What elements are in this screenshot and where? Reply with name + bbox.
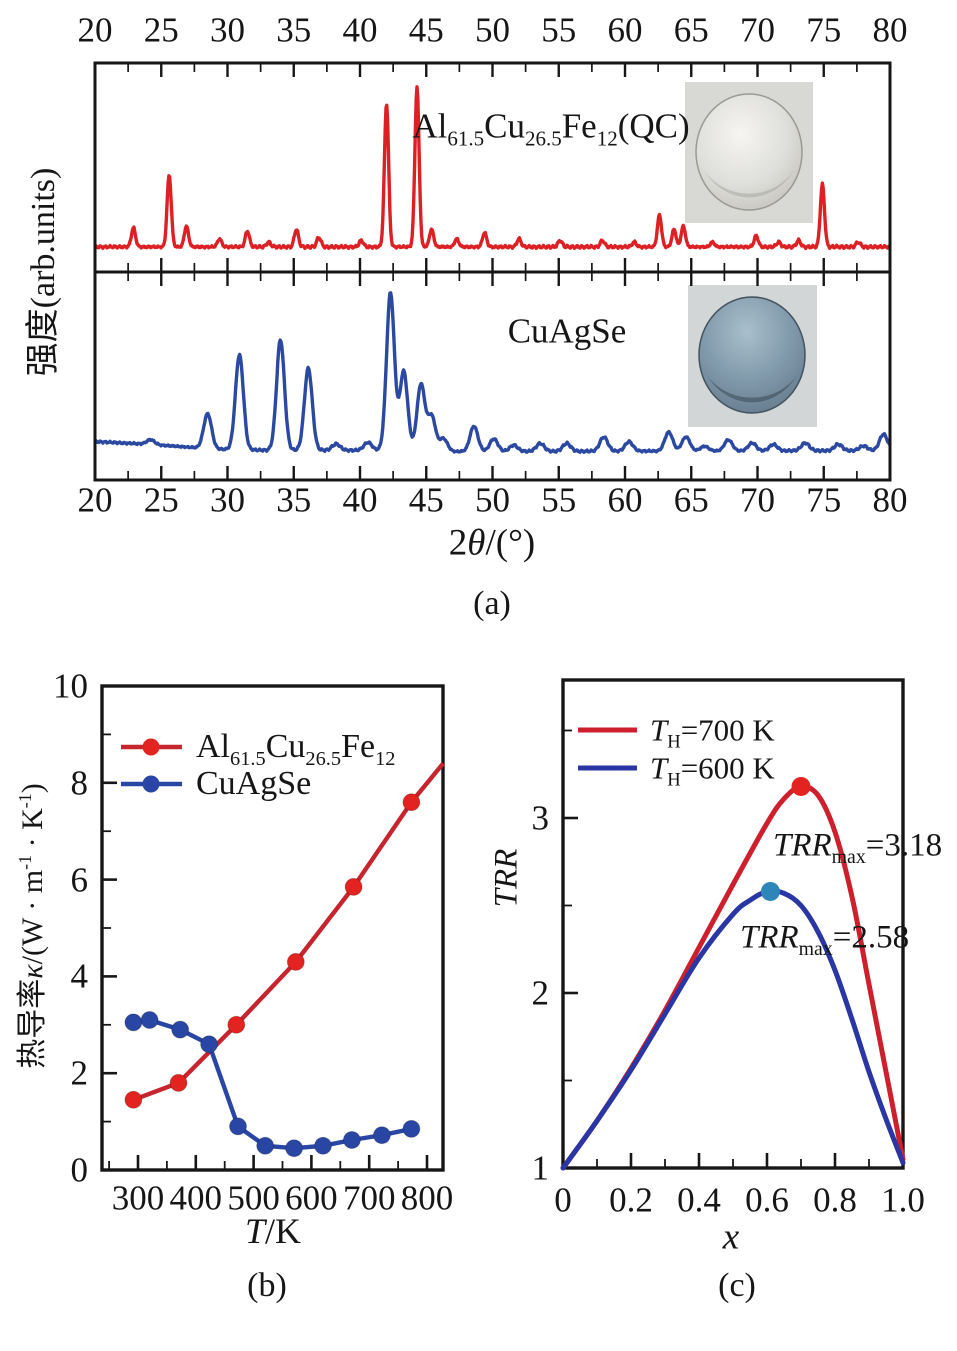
kappa-series-line [132,762,445,1102]
tick-label: 1.0 [881,1180,925,1220]
tick-label: 10 [53,666,88,706]
data-point-marker [140,1011,159,1029]
tick-label: 25 [143,10,179,50]
data-point-marker [342,1131,361,1149]
tick-label: 40 [342,10,378,50]
panel-c-caption: (c) [718,1267,756,1304]
xrd-trace [93,291,892,454]
tick-label: 20 [77,480,113,520]
trr-x-axis-title: x [722,1216,740,1258]
trr-plot [560,678,906,1171]
kappa-y-axis-title: 热导率κ/(W · m-1 · K-1) [15,783,49,1069]
data-point-marker [402,793,421,812]
tick-label: 0.2 [609,1180,653,1220]
tick-label: 700 [342,1178,396,1218]
tick-label: 70 [740,10,775,50]
tick-label: 55 [541,10,577,50]
data-point-marker [285,1139,304,1158]
kappa-legend-label-cuagse: CuAgSe [196,765,312,802]
xrd-x-axis-title: 2θ/(°) [448,522,536,564]
tick-label: 0 [554,1180,572,1220]
kappa-legend-label-alcufe: Al61.5Cu26.5Fe12 [196,728,396,770]
tick-label: 60 [607,480,643,520]
tick-label: 80 [872,480,908,520]
sample-photo-cuagse [688,285,817,427]
tick-label: 45 [408,480,444,520]
tick-label: 0.4 [677,1180,721,1220]
trr-max-annotation-600k: TRRmax=2.58 [740,919,910,961]
tick-label: 80 [872,10,908,50]
tick-label: 45 [408,10,444,50]
tick-label: 3 [531,798,550,838]
legend-key-marker [142,738,160,756]
trr-y-axis-title: TRR [488,848,525,908]
trr-max-marker [791,777,811,796]
data-point-marker [256,1136,275,1155]
tick-label: 2 [70,1053,89,1093]
tick-label: 600 [285,1178,338,1218]
xrd-plot [93,61,892,482]
tick-label: 55 [541,480,577,520]
data-point-marker [171,1020,190,1039]
tick-label: 6 [70,860,89,900]
trr-legend-label-700k: TH=700 K [650,712,775,753]
xrd-series-label-alcufe: Al61.5Cu26.5Fe12(QC) [412,106,690,151]
tick-label: 40 [342,480,378,520]
tick-label: 400 [169,1178,223,1218]
tick-label: 75 [806,10,842,50]
sample-photo-quasicrystal [685,82,813,223]
trr-legend-label-600k: TH=600 K [650,750,775,791]
data-point-marker [314,1136,332,1155]
tick-label: 800 [400,1178,454,1218]
data-point-marker [200,1035,219,1054]
tick-label: 2 [531,973,550,1013]
panel-a-caption: (a) [473,585,511,622]
tick-label: 30 [210,480,245,520]
trr-max-marker [760,882,780,901]
tick-label: 1 [531,1148,550,1188]
data-point-marker [372,1126,391,1145]
tick-label: 4 [70,956,89,996]
trr-max-annotation-700k: TRRmax=3.18 [773,827,943,869]
data-point-marker [124,1090,143,1109]
tick-label: 8 [70,763,89,803]
tick-label: 20 [77,10,113,50]
data-point-marker [286,952,305,971]
tick-label: 50 [475,480,510,520]
data-point-marker [124,1013,143,1032]
data-point-marker [169,1073,188,1092]
data-point-marker [227,1015,246,1034]
data-point-marker [229,1117,247,1136]
data-point-marker [344,877,363,896]
tick-label: 35 [276,10,312,50]
tick-label: 70 [740,480,775,520]
tick-label: 25 [143,480,179,520]
tick-label: 60 [607,10,643,50]
xrd-trace [93,85,891,251]
legend-key-marker [142,775,160,793]
panel-b-caption: (b) [247,1267,287,1304]
tick-label: 65 [673,10,709,50]
data-point-marker [402,1119,421,1138]
tick-label: 0 [70,1150,89,1190]
tick-label: 300 [111,1178,165,1218]
tick-label: 500 [227,1178,280,1218]
kappa-x-axis-title: T/K [244,1211,302,1251]
tick-label: 35 [276,480,312,520]
xrd-y-axis-title: 强度(arb.units) [25,167,62,377]
tick-label: 30 [210,10,245,50]
xrd-series-label-cuagse: CuAgSe [507,311,627,351]
tick-label: 65 [673,480,709,520]
tick-label: 50 [475,10,510,50]
tick-label: 0.6 [745,1180,789,1220]
tick-label: 0.8 [813,1180,857,1220]
tick-label: 75 [806,480,842,520]
kappa-plot [100,684,445,1172]
